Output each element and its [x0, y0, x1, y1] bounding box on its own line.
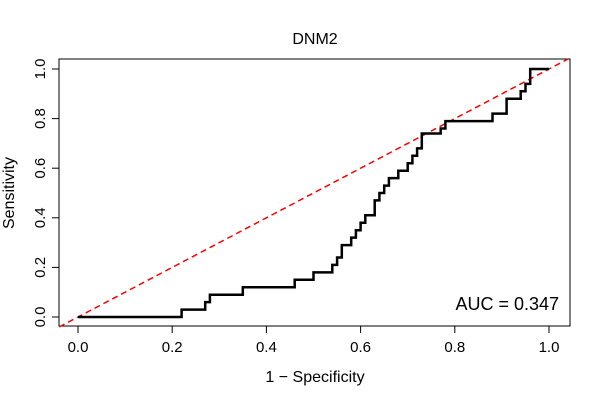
y-tick-label: 0.6 [32, 158, 49, 179]
x-tick-label: 0.6 [350, 339, 371, 356]
roc-curve [78, 67, 549, 319]
y-tick-label: 0.4 [32, 207, 49, 228]
reference-diagonal [58, 58, 569, 328]
series-group [78, 67, 549, 319]
x-axis-label: 1 − Specificity [265, 369, 364, 386]
x-tick-label: 0.2 [162, 339, 183, 356]
chart-title: DNM2 [292, 31, 337, 48]
y-tick-label: 0.0 [32, 307, 49, 328]
x-tick-label: 0.4 [256, 339, 277, 356]
x-axis: 0.0 0.2 0.4 0.6 0.8 1.0 [68, 325, 560, 356]
y-tick-label: 1.0 [32, 59, 49, 80]
x-tick-label: 0.8 [444, 339, 465, 356]
y-tick-label: 0.2 [32, 257, 49, 278]
y-tick-label: 0.8 [32, 108, 49, 129]
x-tick-label: 0.0 [68, 339, 89, 356]
y-axis: 0.0 0.2 0.4 0.6 0.8 1.0 [32, 59, 60, 328]
y-axis-label: Sensitivity [1, 157, 18, 229]
x-tick-label: 1.0 [539, 339, 560, 356]
auc-annotation: AUC = 0.347 [455, 294, 559, 314]
